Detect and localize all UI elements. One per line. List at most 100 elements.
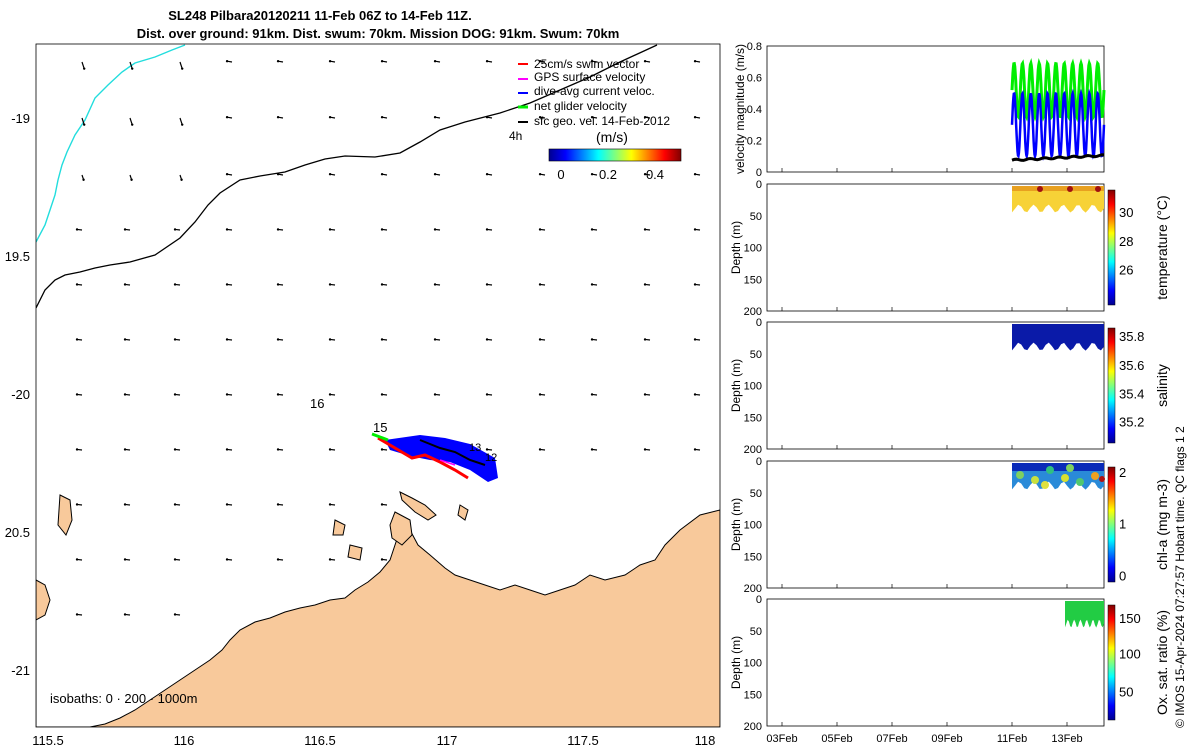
current-vector-head (433, 60, 437, 63)
panel-ytick: 150 (744, 551, 762, 563)
legend-entry: GPS surface velocity (534, 70, 645, 84)
current-vector-head (380, 448, 384, 451)
panel-ylabel: Depth (m) (729, 359, 743, 412)
map-xtick: 116.5 (304, 733, 336, 748)
current-vector-head (643, 283, 647, 286)
cyan-track (36, 44, 186, 243)
panel-colorbar (1107, 604, 1116, 721)
current-vector-head (380, 558, 384, 561)
current-vector-head (225, 338, 229, 341)
current-vector-head (693, 338, 697, 341)
panel-xtick: 09Feb (931, 733, 962, 745)
current-vector-head (75, 338, 79, 341)
current-vector-head (485, 228, 489, 231)
panel-ytick: 0.8 (747, 41, 762, 53)
panel-ytick: 200 (744, 306, 762, 318)
isobath-line (36, 44, 658, 309)
current-vector-head (130, 178, 133, 181)
current-vector-head (123, 393, 127, 396)
current-vector-head (225, 558, 229, 561)
current-vector-head (328, 503, 332, 506)
current-vector-head (693, 448, 697, 451)
warm-spot (1037, 186, 1043, 192)
chla-sample (1076, 478, 1084, 486)
colorbar-tick: 2 (1119, 465, 1126, 480)
current-vector-head (173, 503, 177, 506)
map-panel: 16 15 13 12 isobaths: 0 · 200 · 1000m 11… (5, 43, 721, 748)
colorbar-tick: 100 (1119, 646, 1141, 661)
panel-ytick: 150 (744, 412, 762, 424)
current-vector-head (380, 393, 384, 396)
current-vector-head (538, 228, 542, 231)
panel-ylabel: Depth (m) (729, 498, 743, 551)
panel-ytick: 50 (750, 349, 762, 361)
map-xtick: 117 (437, 733, 458, 748)
chla-sample (1016, 471, 1024, 479)
colorbar-tick: 28 (1119, 234, 1133, 249)
current-vector-head (75, 393, 79, 396)
current-vector-head (590, 60, 594, 63)
current-vector-head (693, 228, 697, 231)
colorbar-tick: 35.6 (1119, 358, 1144, 373)
legend-entry: net glider velocity (534, 99, 627, 113)
current-vector-head (276, 173, 280, 176)
map-xtick: 115.5 (32, 733, 64, 748)
current-vector-head (485, 283, 489, 286)
colorbar-label: chl-a (mg m-3) (1154, 479, 1170, 570)
legend-entry: 25cm/s swim vector (534, 57, 639, 71)
velocity-series-line (1011, 153, 1105, 162)
land-mass (36, 509, 720, 727)
current-vector-head (538, 393, 542, 396)
current-vector-head (225, 116, 229, 119)
current-vector-head (643, 448, 647, 451)
current-vector-head (380, 338, 384, 341)
current-vector-head (225, 228, 229, 231)
current-vector-head (433, 173, 437, 176)
current-vector-head (173, 448, 177, 451)
current-vector-head (380, 283, 384, 286)
current-vector-head (225, 60, 229, 63)
current-vector-head (538, 173, 542, 176)
colorbar-tick: 35.2 (1119, 414, 1144, 429)
current-vector-head (225, 173, 229, 176)
current-vector-head (173, 338, 177, 341)
current-vector-head (485, 116, 489, 119)
current-vector-head (75, 558, 79, 561)
current-vector-head (380, 503, 384, 506)
panel-ytick: 150 (744, 689, 762, 701)
current-vector-head (380, 173, 384, 176)
map-ytick: 19.5 (5, 249, 30, 264)
colorbar-tick: 0.2 (599, 167, 617, 182)
current-vector-head (538, 448, 542, 451)
colorbar-tick: 35.8 (1119, 329, 1144, 344)
current-vector-head (433, 283, 437, 286)
current-vector-head (123, 338, 127, 341)
current-vector-head (380, 116, 384, 119)
panel-ytick: 0 (756, 167, 762, 179)
current-vector-head (328, 558, 332, 561)
current-vector-head (693, 173, 697, 176)
warm-spot (1095, 186, 1101, 192)
current-vector-head (225, 448, 229, 451)
panel-salinity: 0 50 100 150 200 Depth (m) 35.8 35.6 35.4 35.2 sal… (729, 317, 1170, 456)
current-vector-head (83, 123, 86, 126)
current-vector-head (276, 503, 280, 506)
panel-ytick: 0.4 (747, 104, 762, 116)
panel-temperature: 0 50 100 150 200 Depth (m) 30 28 26 temperature (… (729, 179, 1170, 318)
colorbar-tick: 150 (1119, 611, 1141, 626)
current-vector-head (225, 283, 229, 286)
current-vector-head (328, 448, 332, 451)
panel-ytick: 100 (744, 520, 762, 532)
current-vector-head (225, 503, 229, 506)
islands (57, 491, 469, 561)
current-vector-head (75, 503, 79, 506)
current-vector-head (225, 393, 229, 396)
current-vector-head (433, 393, 437, 396)
speed-colorbar (548, 148, 682, 162)
current-vector-head (123, 448, 127, 451)
panel-xtick: 03Feb (766, 733, 797, 745)
current-vector-head (328, 283, 332, 286)
map-ytick: 20.5 (5, 525, 30, 540)
map-y-ticks: -19 19.5 -20 20.5 -21 (5, 111, 30, 678)
